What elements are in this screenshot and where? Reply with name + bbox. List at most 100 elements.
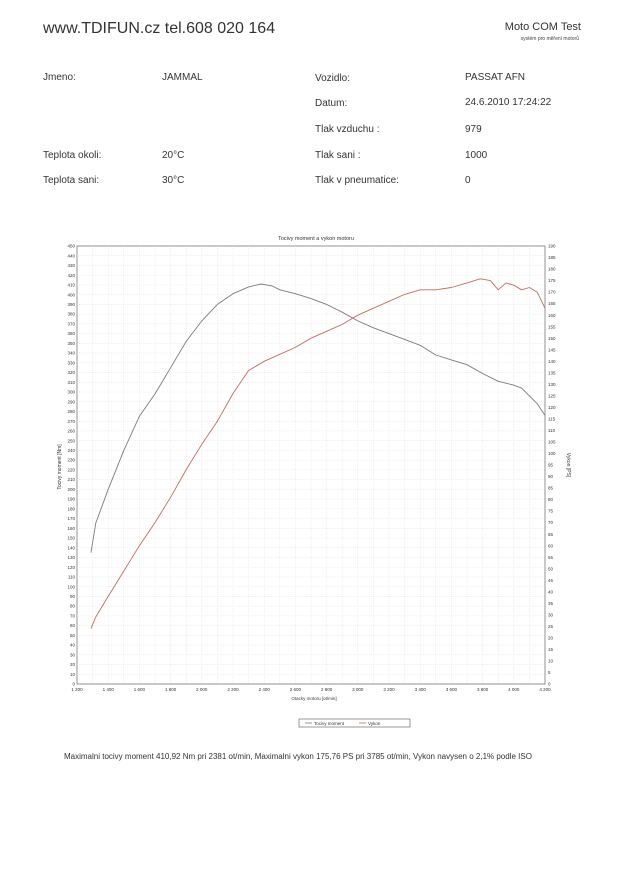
y-right-tick-label: 155 xyxy=(548,324,556,329)
legend-power-label: Vykon xyxy=(368,721,381,726)
y-left-tick-label: 120 xyxy=(67,565,75,570)
y-right-tick-label: 190 xyxy=(548,244,556,249)
tlak-vzduchu-label: Tlak vzduchu : xyxy=(315,124,380,135)
y-left-tick-label: 270 xyxy=(67,419,75,424)
y-left-axis-label: Tocivy moment [Nm] xyxy=(57,444,63,490)
x-tick-label: 2 600 xyxy=(290,687,302,692)
y-right-tick-label: 85 xyxy=(548,486,554,491)
x-tick-label: 1 800 xyxy=(165,687,177,692)
y-right-tick-label: 35 xyxy=(548,601,554,606)
datum-label: Datum: xyxy=(315,98,348,109)
x-tick-label: 2 400 xyxy=(259,687,271,692)
y-right-tick-label: 120 xyxy=(548,405,556,410)
site-header: www.TDIFUN.cz tel.608 020 164 xyxy=(43,20,276,37)
x-axis-label: Otacky motoru [ot/min] xyxy=(291,696,336,701)
x-tick-label: 4 200 xyxy=(539,687,551,692)
y-right-tick-label: 110 xyxy=(548,428,556,433)
teplota-sani-label: Teplota sani: xyxy=(43,175,100,186)
y-left-tick-label: 310 xyxy=(67,380,75,385)
y-right-tick-label: 150 xyxy=(548,336,556,341)
y-left-tick-label: 0 xyxy=(72,682,75,687)
y-right-tick-label: 45 xyxy=(548,578,554,583)
y-left-tick-label: 50 xyxy=(70,633,76,638)
y-right-tick-label: 60 xyxy=(548,543,554,548)
brand-title: Moto COM Test xyxy=(504,21,581,33)
y-left-tick-label: 300 xyxy=(67,390,75,395)
y-left-tick-label: 20 xyxy=(70,662,76,667)
y-right-tick-label: 55 xyxy=(548,555,554,560)
y-right-tick-label: 75 xyxy=(548,509,554,514)
y-left-tick-label: 430 xyxy=(67,263,75,268)
vozidlo-value: PASSAT AFN xyxy=(465,72,526,83)
y-left-tick-label: 250 xyxy=(67,438,75,443)
y-left-tick-label: 140 xyxy=(67,545,75,550)
x-tick-label: 3 000 xyxy=(352,687,364,692)
y-right-tick-label: 80 xyxy=(548,497,554,502)
x-tick-label: 2 200 xyxy=(227,687,239,692)
y-left-tick-label: 410 xyxy=(67,283,75,288)
teplota-okoli-label: Teplota okoli: xyxy=(43,150,102,161)
y-left-tick-label: 320 xyxy=(67,370,75,375)
y-right-tick-label: 25 xyxy=(548,624,554,629)
y-right-tick-label: 175 xyxy=(548,278,556,283)
y-right-tick-label: 95 xyxy=(548,463,554,468)
y-right-tick-label: 135 xyxy=(548,370,556,375)
y-left-tick-label: 200 xyxy=(67,487,75,492)
y-left-tick-label: 290 xyxy=(67,399,75,404)
y-right-tick-label: 170 xyxy=(548,290,556,295)
x-tick-label: 3 800 xyxy=(477,687,489,692)
y-right-tick-label: 140 xyxy=(548,359,556,364)
y-right-tick-label: 180 xyxy=(548,267,556,272)
jmeno-value: JAMMAL xyxy=(162,72,203,83)
y-left-tick-label: 450 xyxy=(67,244,75,249)
teplota-sani-value: 30°C xyxy=(162,175,185,186)
x-tick-label: 3 600 xyxy=(446,687,458,692)
y-left-tick-label: 240 xyxy=(67,448,75,453)
y-right-tick-label: 100 xyxy=(548,451,556,456)
y-right-tick-label: 160 xyxy=(548,313,556,318)
tlak-sani-label: Tlak sani : xyxy=(315,150,361,161)
y-right-axis-label: Vykon [PS] xyxy=(565,453,571,478)
x-tick-label: 3 400 xyxy=(415,687,427,692)
y-left-tick-label: 180 xyxy=(67,506,75,511)
y-left-tick-label: 340 xyxy=(67,351,75,356)
y-left-tick-label: 350 xyxy=(67,341,75,346)
y-left-tick-label: 80 xyxy=(70,604,76,609)
y-right-tick-label: 70 xyxy=(548,520,554,525)
chart-title: Tocivy moment a vykon motoru xyxy=(278,236,354,242)
y-left-tick-label: 100 xyxy=(67,584,75,589)
y-left-tick-label: 440 xyxy=(67,253,75,258)
vozidlo-label: Vozidlo: xyxy=(315,73,351,84)
x-tick-label: 1 600 xyxy=(134,687,146,692)
y-left-tick-label: 330 xyxy=(67,360,75,365)
y-right-tick-label: 50 xyxy=(548,566,554,571)
y-left-tick-label: 130 xyxy=(67,555,75,560)
tlak-pneu-value: 0 xyxy=(465,175,471,186)
x-tick-label: 1 200 xyxy=(71,687,83,692)
y-right-tick-label: 40 xyxy=(548,589,554,594)
tlak-vzduchu-value: 979 xyxy=(465,124,482,135)
y-right-tick-label: 15 xyxy=(548,647,554,652)
y-left-tick-label: 110 xyxy=(68,575,76,580)
y-left-tick-label: 370 xyxy=(67,321,75,326)
jmeno-label: Jmeno: xyxy=(43,72,76,83)
y-left-tick-label: 420 xyxy=(67,273,75,278)
x-tick-label: 2 000 xyxy=(196,687,208,692)
y-right-tick-label: 145 xyxy=(548,347,556,352)
y-left-tick-label: 260 xyxy=(67,429,75,434)
teplota-okoli-value: 20°C xyxy=(162,150,185,161)
y-right-tick-label: 165 xyxy=(548,301,556,306)
datum-value: 24.6.2010 17:24:22 xyxy=(465,97,552,108)
y-right-tick-label: 0 xyxy=(548,682,551,687)
y-right-tick-label: 115 xyxy=(548,416,556,421)
y-left-tick-label: 60 xyxy=(70,623,76,628)
legend-box xyxy=(298,718,411,728)
y-left-tick-label: 390 xyxy=(67,302,75,307)
y-left-tick-label: 70 xyxy=(70,613,76,618)
y-left-tick-label: 40 xyxy=(70,643,76,648)
y-right-tick-label: 30 xyxy=(548,612,554,617)
y-left-tick-label: 210 xyxy=(67,477,75,482)
y-left-tick-label: 170 xyxy=(67,516,75,521)
y-left-tick-label: 30 xyxy=(70,652,76,657)
